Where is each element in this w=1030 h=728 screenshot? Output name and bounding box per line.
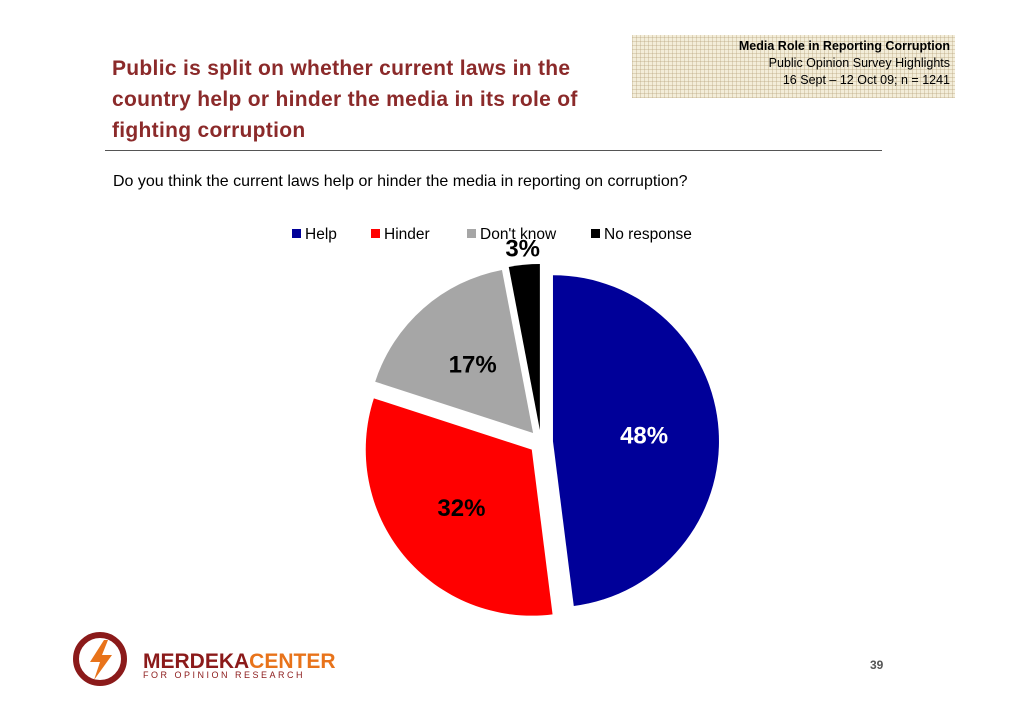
legend-swatch <box>371 229 380 238</box>
legend-label: No response <box>604 226 692 243</box>
logo-ring <box>73 632 127 686</box>
logo-tagline: FOR OPINION RESEARCH <box>143 670 305 680</box>
pie-slice <box>375 269 534 433</box>
slide-title: Public is split on whether current laws … <box>112 57 578 142</box>
header-line: Public Opinion Survey Highlights <box>768 56 950 70</box>
logo: MERDEKACENTER FOR OPINION RESEARCH <box>73 632 336 686</box>
data-label: 3% <box>505 235 540 262</box>
header-line: 16 Sept – 12 Oct 09; n = 1241 <box>782 73 950 87</box>
header-line: Media Role in Reporting Corruption <box>738 39 950 53</box>
data-label: 32% <box>437 495 485 522</box>
header-box: Media Role in Reporting Corruption Publi… <box>632 35 955 98</box>
legend-label: Help <box>305 226 337 243</box>
logo-bolt <box>90 640 112 680</box>
logo-name: MERDEKACENTER <box>143 650 336 673</box>
legend-label: Hinder <box>384 226 430 243</box>
data-label: 17% <box>449 352 497 379</box>
logo-name-first: MERDEKA <box>143 650 249 673</box>
page-number: 39 <box>870 658 884 672</box>
legend-swatch <box>467 229 476 238</box>
pie-slice <box>508 264 540 431</box>
pie-slice <box>552 275 719 606</box>
question: Do you think the current laws help or hi… <box>113 173 688 190</box>
legend-swatch <box>292 229 301 238</box>
legend-label: Don't know <box>480 226 557 243</box>
legend-swatch <box>591 229 600 238</box>
logo-name-second: CENTER <box>249 650 335 673</box>
pie-slice <box>365 398 553 616</box>
data-label: 48% <box>620 423 668 450</box>
title-rule <box>105 150 882 151</box>
